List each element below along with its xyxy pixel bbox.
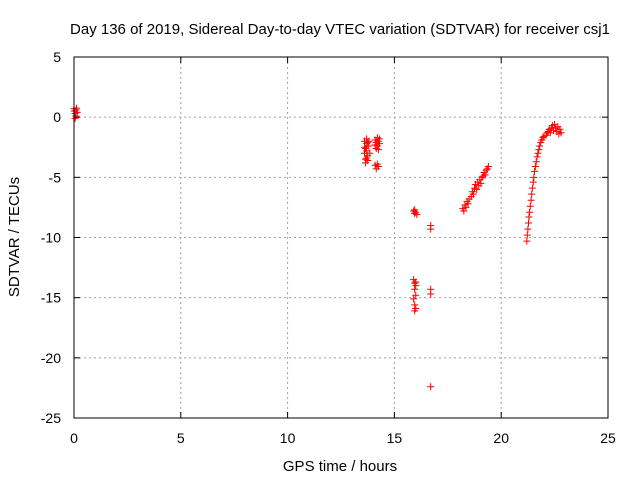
y-tick-label: -25 bbox=[41, 410, 61, 426]
chart-title: Day 136 of 2019, Sidereal Day-to-day VTE… bbox=[70, 21, 610, 38]
data-point bbox=[481, 171, 489, 179]
data-point bbox=[360, 143, 368, 151]
data-point bbox=[460, 207, 468, 215]
x-tick-label: 15 bbox=[387, 430, 403, 446]
data-point bbox=[523, 237, 531, 245]
y-tick-label: -15 bbox=[41, 290, 61, 306]
y-tick-label: -10 bbox=[41, 230, 61, 246]
data-point bbox=[527, 196, 535, 204]
data-point bbox=[374, 146, 382, 154]
data-point bbox=[532, 158, 540, 166]
grid-layer bbox=[74, 57, 608, 418]
x-tick-label: 5 bbox=[177, 430, 185, 446]
data-point bbox=[531, 163, 539, 171]
tick-marks bbox=[73, 56, 609, 419]
data-point bbox=[427, 383, 435, 391]
data-point bbox=[533, 153, 541, 161]
data-point bbox=[427, 290, 435, 298]
data-point bbox=[523, 231, 531, 239]
data-point bbox=[364, 138, 372, 146]
data-point bbox=[556, 125, 564, 133]
data-point bbox=[411, 307, 419, 315]
data-point bbox=[363, 154, 371, 162]
x-tick-label: 25 bbox=[600, 430, 616, 446]
data-point bbox=[531, 167, 539, 175]
data-point bbox=[411, 301, 419, 309]
data-point bbox=[534, 149, 542, 157]
data-point bbox=[526, 208, 534, 216]
data-point bbox=[411, 285, 419, 293]
data-point bbox=[528, 184, 536, 192]
data-point bbox=[482, 166, 490, 174]
data-point bbox=[526, 202, 534, 210]
data-point bbox=[530, 173, 538, 181]
data-point bbox=[473, 185, 481, 193]
x-tick-label: 20 bbox=[493, 430, 509, 446]
data-point bbox=[411, 206, 419, 214]
data-point bbox=[557, 129, 565, 137]
x-axis-label: GPS time / hours bbox=[283, 458, 397, 475]
y-tick-label: 5 bbox=[53, 49, 61, 65]
y-tick-labels: 5 0 -5 -10 -15 -20 -25 bbox=[41, 49, 61, 426]
data-point bbox=[524, 225, 532, 233]
data-point bbox=[427, 225, 435, 233]
data-point bbox=[484, 163, 492, 171]
y-tick-label: -20 bbox=[41, 350, 61, 366]
data-point bbox=[412, 278, 420, 286]
data-point bbox=[72, 112, 80, 120]
data-point bbox=[528, 190, 536, 198]
x-tick-labels: 0 5 10 15 20 25 bbox=[70, 430, 616, 446]
data-point bbox=[366, 149, 374, 157]
data-point bbox=[469, 190, 477, 198]
x-tick-label: 10 bbox=[280, 430, 296, 446]
data-point bbox=[464, 200, 472, 208]
data-point bbox=[536, 142, 544, 150]
y-tick-label: 0 bbox=[53, 109, 61, 125]
y-axis-label: SDTVAR / TECUs bbox=[6, 177, 23, 297]
data-point bbox=[462, 203, 470, 211]
data-point bbox=[410, 295, 418, 303]
data-point bbox=[535, 146, 543, 154]
data-point bbox=[525, 213, 533, 221]
data-point bbox=[365, 137, 373, 145]
data-point bbox=[73, 108, 81, 116]
data-point bbox=[375, 140, 383, 148]
data-point bbox=[529, 178, 537, 186]
data-point bbox=[477, 179, 485, 187]
data-point bbox=[525, 219, 533, 227]
data-point bbox=[413, 211, 421, 219]
data-point bbox=[362, 144, 370, 152]
data-points bbox=[70, 104, 565, 391]
data-point bbox=[374, 163, 382, 171]
y-tick-label: -5 bbox=[49, 169, 62, 185]
data-point bbox=[412, 291, 420, 299]
x-tick-label: 0 bbox=[70, 430, 78, 446]
